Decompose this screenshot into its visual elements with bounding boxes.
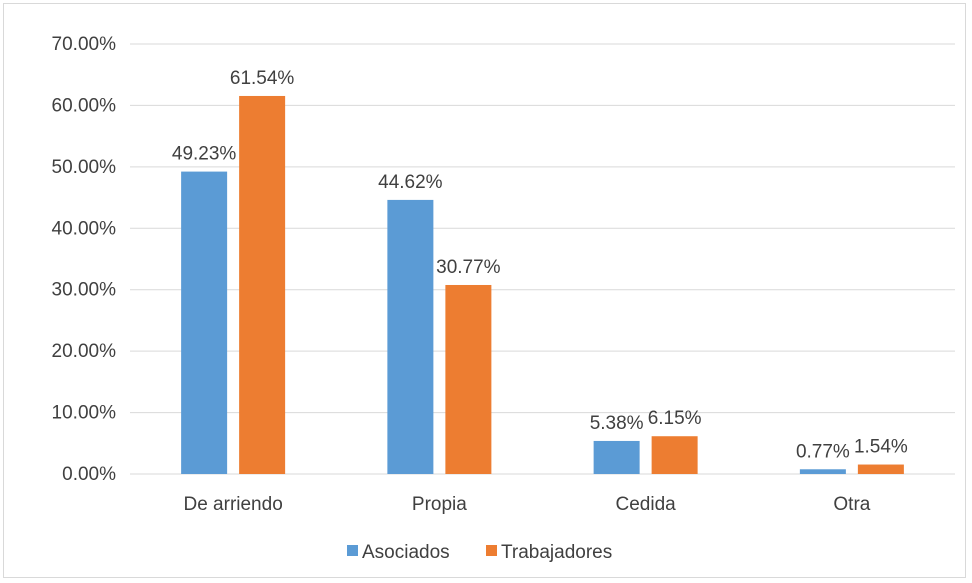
y-tick-label: 10.00% [52, 403, 117, 424]
y-axis-tick-labels: 0.00% 10.00% 20.00% 30.00% 40.00% 50.00% 60.00… [52, 34, 117, 485]
data-labels: 49.23% 61.54% 44.62% 30.77% 5.38% 6.15% 0.77% 1… [172, 68, 908, 462]
bar-trabajadores-1 [445, 284, 492, 474]
legend-swatch-asociados [347, 545, 358, 556]
x-tick-label: Cedida [616, 494, 677, 515]
data-label: 1.54% [854, 437, 908, 458]
x-axis-tick-labels: De arriendo Propia Cedida Otra [183, 494, 870, 515]
data-label: 6.15% [648, 408, 702, 429]
bars [181, 95, 904, 475]
bar-asociados-0 [181, 171, 228, 474]
y-tick-label: 50.00% [52, 157, 117, 178]
data-label: 49.23% [172, 144, 237, 165]
y-tick-label: 20.00% [52, 341, 117, 362]
legend-label: Asociados [362, 542, 450, 563]
data-label: 5.38% [590, 413, 644, 434]
data-label: 0.77% [796, 441, 850, 462]
bar-asociados-2 [593, 440, 640, 474]
data-label: 61.54% [230, 68, 295, 89]
y-tick-label: 0.00% [62, 464, 116, 485]
bar-trabajadores-2 [651, 436, 698, 474]
y-tick-label: 40.00% [52, 218, 117, 239]
y-tick-label: 60.00% [52, 95, 117, 116]
bar-trabajadores-0 [239, 95, 286, 475]
legend-swatch-trabajadores [486, 545, 497, 556]
bar-asociados-1 [387, 199, 434, 475]
y-tick-label: 30.00% [52, 280, 117, 301]
bar-trabajadores-3 [857, 464, 904, 474]
y-tick-label: 70.00% [52, 34, 117, 55]
legend-label: Trabajadores [501, 542, 612, 563]
data-label: 44.62% [378, 172, 443, 193]
data-label: 30.77% [436, 257, 501, 278]
x-tick-label: De arriendo [183, 494, 282, 515]
x-tick-label: Otra [833, 494, 870, 515]
x-tick-label: Propia [412, 494, 467, 515]
legend: Asociados Trabajadores [347, 542, 612, 563]
bar-asociados-3 [799, 469, 846, 474]
